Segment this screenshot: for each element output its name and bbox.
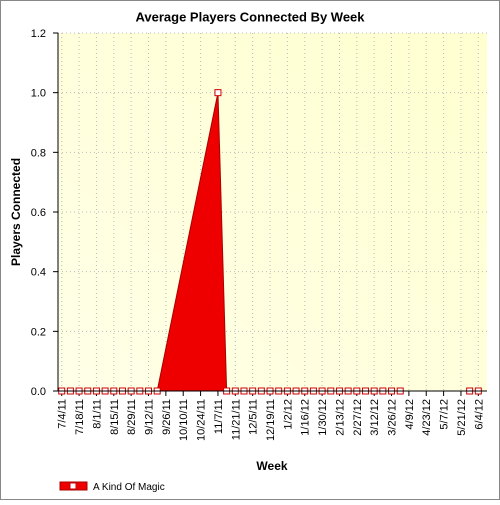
x-tick-label: 4/23/12 [421,399,433,436]
y-tick-label: 1.0 [31,88,46,100]
x-tick-label: 10/10/11 [178,399,190,441]
y-tick-label: 0.8 [31,147,46,159]
x-axis-label: Week [256,459,287,473]
x-tick-label: 7/4/11 [57,399,69,429]
x-tick-label: 7/18/11 [74,399,86,435]
x-tick-label: 1/2/12 [282,399,294,430]
x-tick-label: 12/5/11 [248,399,260,435]
x-tick-label: 2/27/12 [352,399,364,436]
legend-marker [69,482,77,490]
x-tick-label: 10/24/11 [196,399,208,441]
y-tick-label: 0.2 [31,326,46,338]
x-tick-label: 11/7/11 [213,399,225,434]
y-tick-label: 0.4 [31,267,46,279]
x-tick-label: 8/15/11 [109,399,121,435]
x-tick-label: 12/19/11 [265,399,277,441]
x-tick-label: 11/21/11 [230,399,242,440]
x-tick-label: 2/13/12 [334,399,346,436]
x-tick-label: 3/26/12 [387,399,399,436]
marker [214,89,222,97]
legend-label: A Kind Of Magic [93,482,165,493]
y-tick-label: 0.0 [31,386,46,398]
x-tick-label: 5/21/12 [456,399,468,436]
y-tick-label: 0.6 [31,207,46,219]
x-tick-label: 8/1/11 [91,399,103,429]
x-tick-label: 1/30/12 [317,399,329,436]
x-tick-label: 8/29/11 [126,399,138,435]
x-tick-label: 9/12/11 [144,399,156,435]
x-tick-label: 5/7/12 [439,399,451,430]
x-tick-label: 3/12/12 [369,399,381,436]
chart-title: Average Players Connected By Week [135,9,365,24]
y-tick-label: 1.2 [31,28,46,40]
x-tick-label: 6/4/12 [473,399,485,430]
x-tick-label: 1/16/12 [300,399,312,436]
plot-area [58,33,487,391]
x-tick-label: 9/26/11 [161,399,173,435]
y-axis-label: Players Connected [9,158,23,266]
x-tick-label: 4/9/12 [404,399,416,430]
